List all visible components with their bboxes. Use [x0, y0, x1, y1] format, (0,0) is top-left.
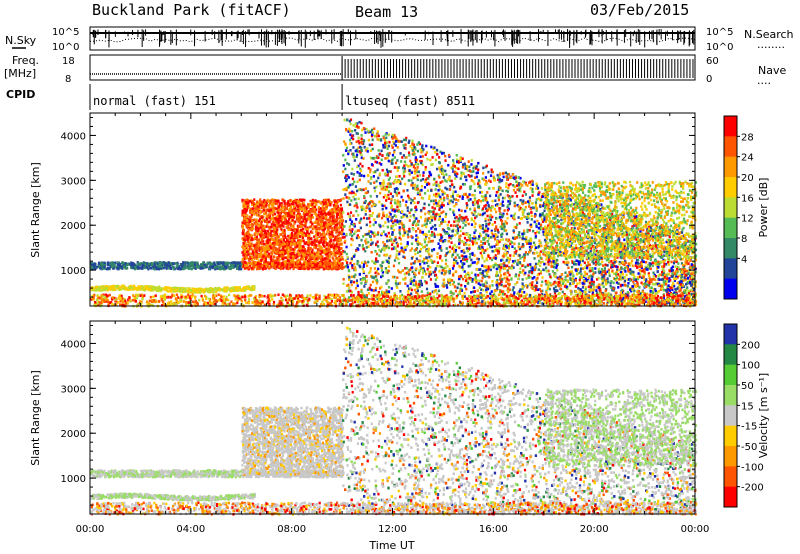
colorbar-tick-label: 24	[741, 153, 754, 164]
nave-tick-top: 60	[706, 56, 719, 67]
cpid-segment-label: ltuseq (fast) 8511	[345, 94, 475, 108]
colorbar-swatch	[724, 156, 737, 178]
colorbar-tick-label: -200	[741, 483, 764, 494]
cpid-label: CPID	[6, 88, 35, 101]
freq-tick-bottom: 8	[65, 74, 71, 85]
colorbar-swatch	[724, 425, 737, 447]
x-tick-label: 08:00	[277, 524, 306, 535]
colorbar-swatch	[724, 385, 737, 406]
colorbar-swatch	[724, 486, 737, 508]
x-tick-labels: 00:00 04:00 08:00 12:00 16:00 20:00 00:00	[76, 524, 710, 535]
power-colorbar: 28 24 20 16 12 8 4 Power [dB]	[723, 115, 770, 300]
freq-unit-label: [MHz]	[4, 67, 36, 80]
colorbar-swatch	[724, 116, 737, 137]
y-tick-label: 4000	[61, 339, 86, 350]
colorbar-tick-label: 8	[741, 234, 747, 245]
nave-label: Nave	[758, 64, 786, 77]
date-title: 03/Feb/2015	[590, 1, 689, 19]
power-axis: 1000 2000 3000 4000	[61, 113, 696, 306]
x-axis-label: Time UT	[368, 539, 414, 552]
y-tick-label: 1000	[61, 266, 86, 277]
nsky-label: N.Sky	[5, 34, 37, 47]
power-scatter	[90, 118, 698, 308]
colorbar-tick-label: 20	[741, 173, 754, 184]
colorbar-tick-label: 28	[741, 132, 754, 143]
colorbar-swatch	[724, 344, 737, 366]
colorbar-swatch	[724, 258, 737, 280]
nave-legend-dots: ....	[757, 74, 771, 87]
colorbar-tick-label: -15	[741, 422, 757, 433]
noise-tick-left-top: 10^5	[52, 27, 79, 38]
velocity-scatter	[90, 326, 698, 516]
freq-tick-top: 18	[62, 56, 75, 67]
colorbar-tick-label: 50	[741, 381, 754, 392]
velocity-panel: 1000 2000 3000 4000	[61, 320, 698, 516]
colorbar-swatch	[724, 197, 737, 219]
colorbar-label: Velocity [m s⁻¹]	[757, 373, 770, 458]
x-tick-label: 04:00	[176, 524, 205, 535]
colorbar-swatch	[724, 136, 737, 158]
x-tick-label: 00:00	[681, 524, 710, 535]
y-tick-label: 2000	[61, 429, 86, 440]
freq-panel	[89, 54, 696, 81]
colorbar-tick-label: -50	[741, 442, 757, 453]
nsearch-legend-dots: ........	[757, 38, 785, 51]
colorbar-swatch	[724, 238, 737, 259]
colorbar-tick-label: -100	[741, 462, 764, 473]
noise-traces	[89, 29, 696, 48]
colorbar-swatch	[724, 405, 737, 427]
noise-tick-right-top: 10^5	[706, 27, 733, 38]
y-tick-label: 3000	[61, 176, 86, 187]
noise-tick-right-bottom: 10^0	[706, 42, 733, 53]
cpid-segments: normal (fast) 151 ltuseq (fast) 8511	[89, 84, 475, 110]
colorbar-label: Power [dB]	[757, 178, 770, 238]
colorbar-swatch	[724, 364, 737, 386]
beam-title: Beam 13	[355, 3, 418, 21]
nsearch-trace	[89, 37, 696, 43]
colorbar-tick-label: 15	[741, 401, 754, 412]
velocity-colorbar: 200 100 50 15 -15 -50 -100 -200 Velocity [m s⁻¹]	[723, 323, 770, 508]
freq-nave-traces	[90, 56, 694, 80]
noise-tick-left-bottom: 10^0	[52, 42, 79, 53]
colorbar-swatch	[724, 217, 737, 239]
colorbar-swatch	[724, 446, 737, 467]
x-tick-label: 20:00	[580, 524, 609, 535]
cpid-segment-label: normal (fast) 151	[93, 94, 216, 108]
nave-tick-bottom: 0	[706, 74, 712, 85]
velocity-ylabel: Slant Range [km]	[29, 370, 42, 466]
velocity-axis: 1000 2000 3000 4000	[61, 321, 696, 514]
x-tick-label: 00:00	[76, 524, 105, 535]
y-tick-label: 3000	[61, 384, 86, 395]
power-panel: 1000 2000 3000 4000	[61, 112, 698, 308]
colorbar-tick-label: 16	[741, 193, 754, 204]
colorbar-tick-label: 200	[741, 340, 760, 351]
power-ylabel: Slant Range [km]	[29, 162, 42, 258]
colorbar-tick-label: 12	[741, 214, 754, 225]
noise-panel	[89, 26, 696, 51]
y-tick-label: 4000	[61, 131, 86, 142]
colorbar-swatch	[724, 278, 737, 300]
x-tick-label: 16:00	[479, 524, 508, 535]
colorbar-swatch	[724, 466, 737, 488]
x-tick-label: 12:00	[378, 524, 407, 535]
y-tick-label: 2000	[61, 221, 86, 232]
y-tick-label: 1000	[61, 474, 86, 485]
colorbar-tick-label: 4	[741, 254, 747, 265]
colorbar-tick-label: 100	[741, 361, 760, 372]
freq-label: Freq.	[12, 54, 39, 67]
colorbar-swatch	[724, 324, 737, 345]
station-title: Buckland Park (fitACF)	[92, 1, 291, 19]
nsearch-label: N.Search	[744, 28, 794, 41]
colorbar-swatch	[724, 177, 737, 198]
